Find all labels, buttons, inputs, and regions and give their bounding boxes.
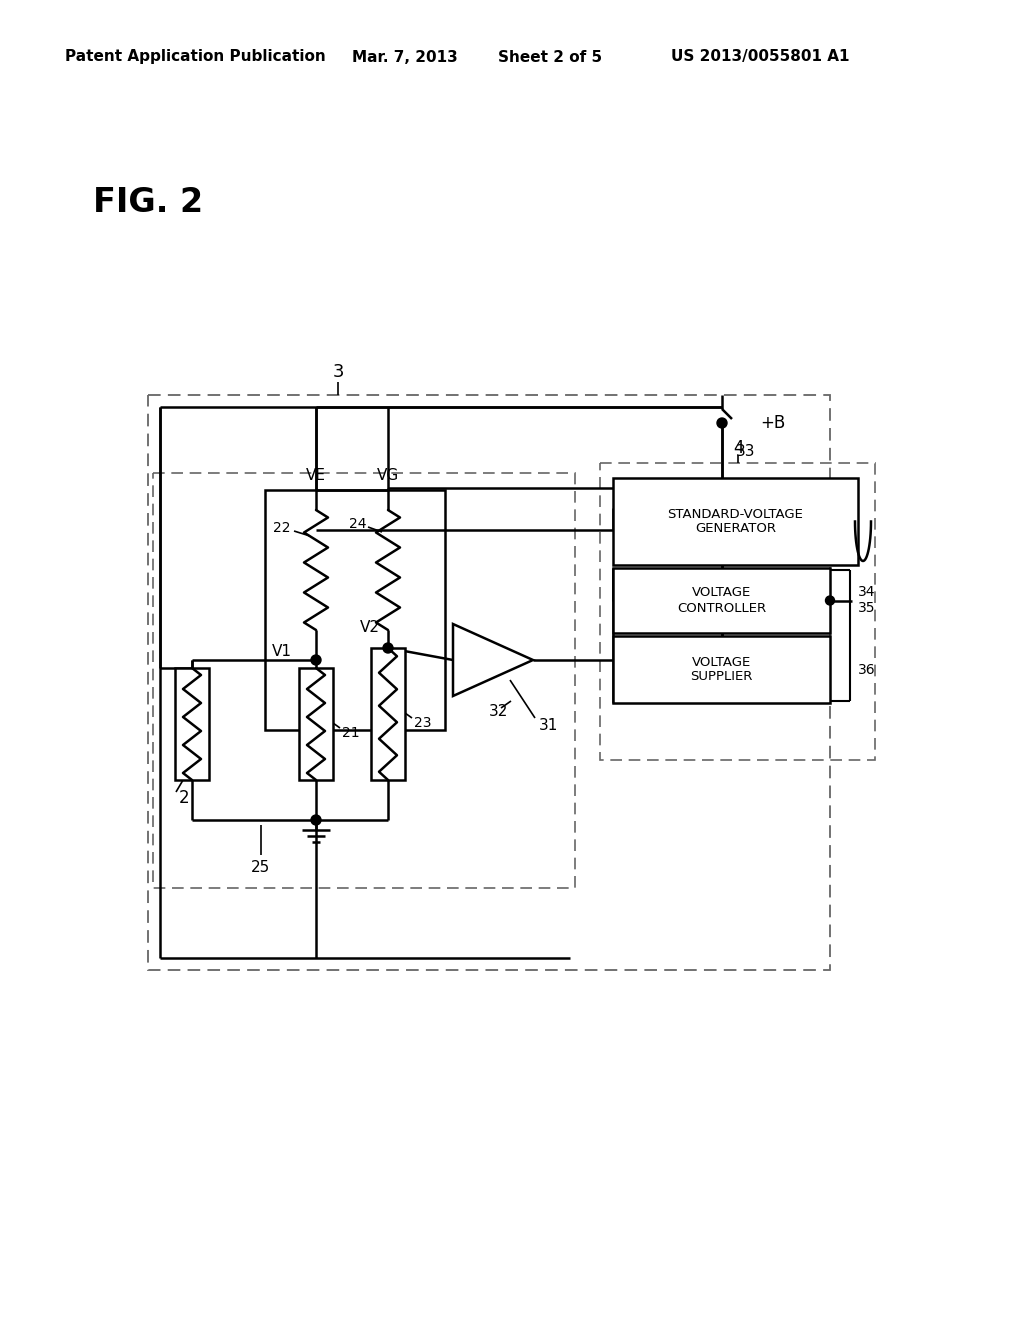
- Bar: [371, 648, 406, 780]
- Text: US 2013/0055801 A1: US 2013/0055801 A1: [671, 49, 849, 65]
- Circle shape: [311, 655, 321, 665]
- Text: Patent Application Publication: Patent Application Publication: [65, 49, 326, 65]
- Circle shape: [825, 597, 835, 605]
- Bar: [265, 490, 445, 730]
- Text: 3: 3: [332, 363, 344, 381]
- Text: VOLTAGE
CONTROLLER: VOLTAGE CONTROLLER: [677, 586, 766, 615]
- Bar: [613, 636, 830, 704]
- Text: V1: V1: [272, 644, 292, 660]
- Text: 22: 22: [273, 521, 291, 535]
- Text: 4: 4: [733, 440, 743, 457]
- Text: VE: VE: [306, 469, 326, 483]
- Bar: [299, 668, 333, 780]
- Text: 21: 21: [342, 726, 359, 741]
- Text: 31: 31: [539, 718, 558, 733]
- Bar: [613, 568, 830, 634]
- Circle shape: [383, 643, 393, 653]
- Text: 32: 32: [488, 705, 508, 719]
- Text: 23: 23: [414, 715, 431, 730]
- Text: 34: 34: [858, 585, 876, 598]
- Bar: [148, 395, 830, 970]
- Bar: [613, 478, 858, 565]
- Text: Mar. 7, 2013: Mar. 7, 2013: [352, 49, 458, 65]
- Text: Sheet 2 of 5: Sheet 2 of 5: [498, 49, 602, 65]
- Text: 35: 35: [858, 601, 876, 615]
- Text: 25: 25: [251, 861, 270, 875]
- Circle shape: [311, 814, 321, 825]
- Bar: [153, 473, 575, 888]
- Text: V2: V2: [360, 620, 380, 635]
- Text: 24: 24: [348, 517, 366, 531]
- Circle shape: [717, 418, 727, 428]
- Text: VOLTAGE
SUPPLIER: VOLTAGE SUPPLIER: [690, 656, 753, 684]
- Text: VG: VG: [377, 469, 399, 483]
- Text: STANDARD-VOLTAGE
GENERATOR: STANDARD-VOLTAGE GENERATOR: [668, 507, 804, 536]
- Text: 2: 2: [178, 789, 189, 807]
- Text: 36: 36: [858, 663, 876, 676]
- Bar: [600, 463, 874, 760]
- Text: +B: +B: [760, 414, 785, 432]
- Polygon shape: [453, 624, 534, 696]
- Text: 33: 33: [736, 444, 756, 458]
- Text: FIG. 2: FIG. 2: [93, 186, 203, 219]
- Bar: [175, 668, 209, 780]
